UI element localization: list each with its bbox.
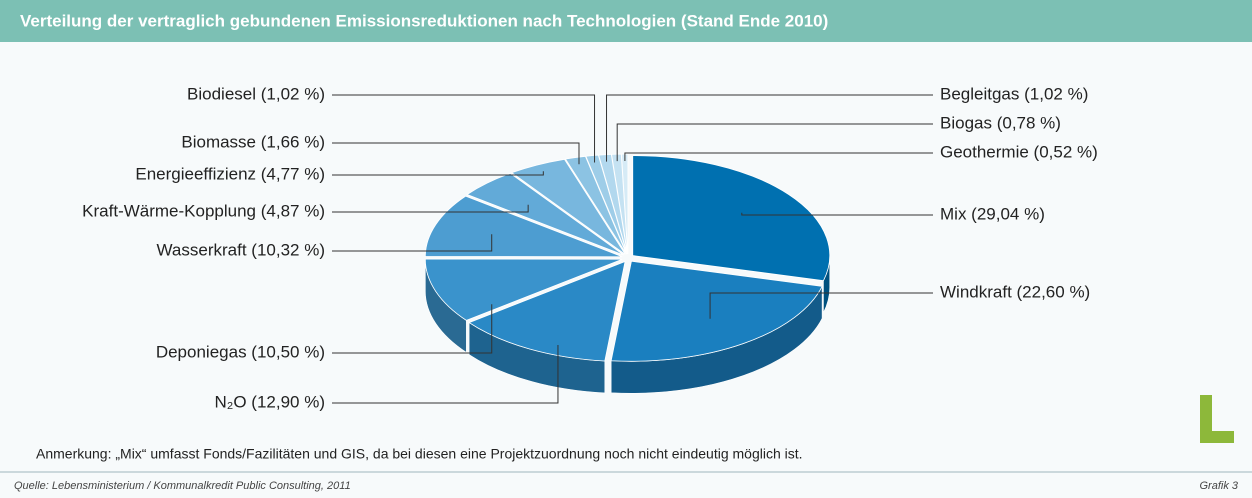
leader-line [332,234,493,252]
slice-label: N₂O (12,90 %) [214,392,325,411]
slice [424,195,623,258]
slice [468,260,626,362]
leader-line [606,94,933,162]
slice-label: Begleitgas (1,02 %) [940,84,1088,103]
slice [610,260,823,362]
slice-label: Mix (29,04 %) [940,204,1045,223]
slice-label: Deponiegas (10,50 %) [156,342,325,361]
leader-line [332,142,580,165]
leader-line [332,94,596,163]
leader-line [332,304,493,354]
slice-label: Biogas (0,78 %) [940,113,1061,132]
slice-label: Wasserkraft (10,32 %) [157,240,325,259]
pie: Mix (29,04 %) Windkraft (22,60 %) N₂O (12,… [82,84,1098,411]
slice [424,258,623,321]
figure-label: Grafik 3 [1199,480,1238,492]
leader-line [332,345,559,404]
slice-label: Windkraft (22,60 %) [940,282,1090,301]
leader-line [616,123,933,162]
slice-label: Geothermie (0,52 %) [940,142,1098,161]
slice [510,158,626,255]
leader-line [332,171,544,176]
slice-label: Energieeffizienz (4,77 %) [135,164,325,183]
slice [632,155,831,282]
slice-label: Biomasse (1,66 %) [181,132,325,151]
slice [466,172,625,256]
leader-line [709,292,933,319]
logo [1200,395,1234,443]
note: Anmerkung: „Mix“ umfasst Fonds/Fazilität… [36,446,803,462]
leader-line [332,204,529,213]
source: Quelle: Lebensministerium / Kommunalkred… [14,480,351,492]
chart-title: Verteilung der vertraglich gebundenen Em… [20,11,828,30]
slice [564,155,627,255]
header-bar [0,0,1252,42]
leader-line [624,152,933,162]
slice-label: Kraft-Wärme-Kopplung (4,87 %) [82,201,325,220]
leader-line [741,212,933,216]
slice-label: Biodiesel (1,02 %) [187,84,325,103]
